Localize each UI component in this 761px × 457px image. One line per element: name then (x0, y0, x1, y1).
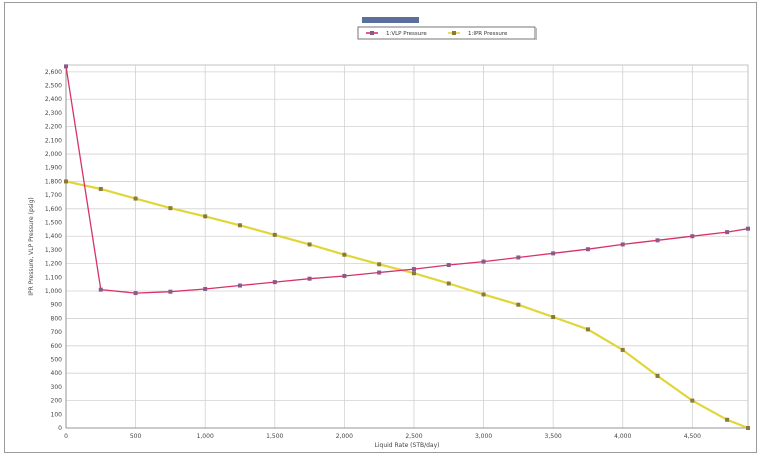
data-point-vlp (307, 276, 312, 281)
legend-swatch-marker (452, 31, 456, 35)
data-point-ipr (481, 292, 486, 297)
y-tick-label: 2,000 (45, 151, 62, 158)
data-point-vlp (411, 267, 416, 272)
x-tick-label: 500 (130, 433, 142, 440)
data-point-vlp (272, 280, 277, 285)
legend-title-bar (362, 17, 419, 23)
legend-label: 1:IPR Pressure (468, 31, 508, 37)
y-tick-label: 400 (51, 370, 63, 377)
data-point-vlp (237, 283, 242, 288)
data-point-ipr (98, 186, 103, 191)
y-tick-label: 1,400 (45, 233, 62, 240)
x-tick-label: 2,000 (336, 433, 353, 440)
x-tick-label: 4,000 (614, 433, 631, 440)
data-point-vlp (655, 238, 660, 243)
y-tick-label: 0 (58, 425, 62, 432)
legend-label: 1:VLP Pressure (386, 31, 427, 37)
data-point-ipr (342, 252, 347, 257)
data-point-ipr (655, 373, 660, 378)
x-tick-label: 2,500 (405, 433, 422, 440)
x-tick-label: 3,500 (545, 433, 562, 440)
y-tick-label: 1,900 (45, 165, 62, 172)
y-tick-label: 900 (51, 302, 63, 309)
data-point-vlp (133, 291, 138, 296)
data-point-ipr (272, 232, 277, 237)
x-tick-label: 1,500 (266, 433, 283, 440)
x-tick-label: 4,500 (684, 433, 701, 440)
y-tick-label: 100 (51, 411, 63, 418)
data-point-ipr (690, 398, 695, 403)
data-point-vlp (168, 289, 173, 294)
y-tick-label: 800 (51, 315, 63, 322)
y-tick-label: 2,600 (45, 69, 62, 76)
y-tick-label: 600 (51, 343, 63, 350)
y-tick-label: 2,400 (45, 96, 62, 103)
legend-swatch-marker (370, 31, 374, 35)
data-point-vlp (98, 287, 103, 292)
y-tick-label: 1,100 (45, 274, 62, 281)
data-point-ipr (133, 196, 138, 201)
y-tick-label: 1,600 (45, 206, 62, 213)
y-tick-label: 300 (51, 384, 63, 391)
data-point-vlp (690, 234, 695, 239)
y-tick-label: 1,700 (45, 192, 62, 199)
data-point-ipr (746, 426, 750, 430)
data-point-vlp (746, 226, 750, 231)
x-tick-label: 1,000 (197, 433, 214, 440)
y-tick-label: 1,800 (45, 178, 62, 185)
data-point-ipr (168, 206, 173, 211)
y-tick-label: 200 (51, 398, 63, 405)
data-point-vlp (725, 230, 730, 235)
data-point-vlp (585, 247, 590, 252)
y-tick-label: 2,500 (45, 83, 62, 90)
y-tick-label: 2,200 (45, 124, 62, 131)
y-tick-label: 2,100 (45, 137, 62, 144)
data-point-ipr (551, 315, 556, 320)
data-point-ipr (307, 242, 312, 247)
data-point-ipr (446, 281, 451, 286)
data-point-ipr (725, 417, 730, 422)
y-tick-label: 2,300 (45, 110, 62, 117)
data-point-ipr (585, 327, 590, 332)
data-point-vlp (203, 286, 208, 291)
data-point-ipr (620, 347, 625, 352)
data-point-ipr (64, 179, 68, 184)
x-axis-title: Liquid Rate (STB/day) (375, 442, 440, 449)
data-point-vlp (481, 259, 486, 264)
y-tick-label: 1,300 (45, 247, 62, 254)
y-tick-label: 500 (51, 357, 63, 364)
data-point-vlp (446, 262, 451, 267)
legend-shadow (535, 28, 537, 40)
x-tick-label: 3,000 (475, 433, 492, 440)
data-point-vlp (377, 270, 382, 275)
data-point-vlp (551, 251, 556, 256)
data-point-vlp (620, 242, 625, 247)
y-tick-label: 1,500 (45, 220, 62, 227)
y-tick-label: 700 (51, 329, 63, 336)
y-axis-title: IPR Pressure, VLP Pressure (psig) (28, 197, 35, 296)
data-point-ipr (237, 223, 242, 228)
legend-box (357, 26, 536, 40)
data-point-vlp (64, 64, 68, 69)
data-point-vlp (516, 255, 521, 260)
plot-area (65, 64, 749, 429)
data-point-ipr (516, 302, 521, 307)
x-tick-label: 0 (64, 433, 68, 440)
data-point-ipr (411, 271, 416, 276)
y-tick-label: 1,000 (45, 288, 62, 295)
data-point-vlp (342, 273, 347, 278)
data-point-ipr (377, 262, 382, 267)
data-point-ipr (203, 214, 208, 219)
y-tick-label: 1,200 (45, 261, 62, 268)
